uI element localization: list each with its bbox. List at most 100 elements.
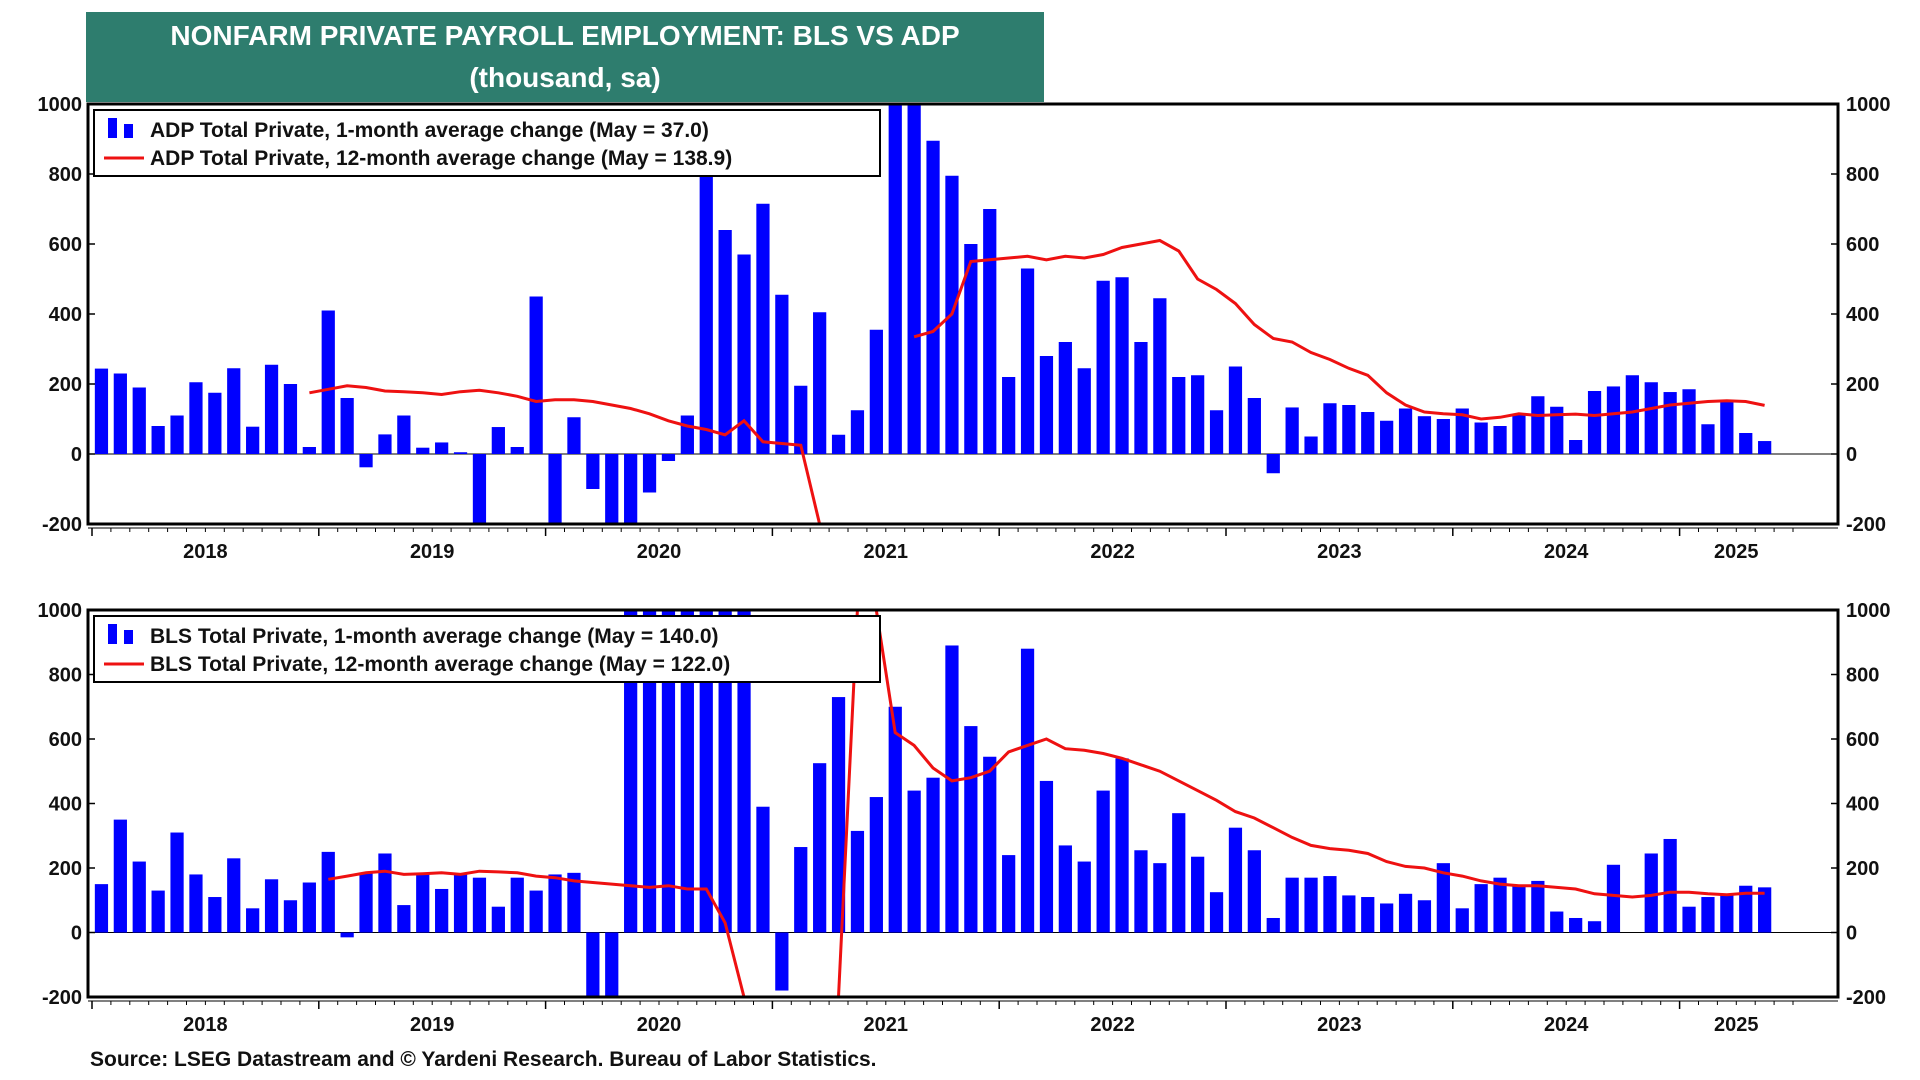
- bar: [1436, 863, 1450, 933]
- bar: [1134, 342, 1148, 454]
- bar: [869, 329, 883, 454]
- bar: [1531, 880, 1545, 933]
- x-tick-label: 2022: [1090, 1014, 1135, 1036]
- bar: [1512, 885, 1526, 933]
- x-tick-label: 2019: [410, 1014, 455, 1036]
- bar: [1209, 892, 1224, 933]
- bar: [302, 882, 316, 933]
- bar: [1172, 377, 1186, 454]
- bar: [1115, 277, 1129, 454]
- bar: [340, 398, 354, 454]
- bar: [510, 877, 524, 933]
- bar: [1077, 368, 1091, 454]
- bar: [264, 364, 279, 454]
- bar: [699, 163, 713, 454]
- bar: [113, 819, 127, 933]
- bar: [1398, 408, 1413, 454]
- x-tick-label: 2025: [1714, 1014, 1759, 1036]
- bar: [1304, 877, 1318, 933]
- bar: [435, 888, 449, 933]
- y-tick-label-right: 200: [1846, 374, 1879, 396]
- bar: [1493, 877, 1507, 933]
- bar: [907, 790, 921, 933]
- bar: [1153, 863, 1167, 933]
- bar: [756, 806, 770, 933]
- bar: [1228, 827, 1243, 933]
- x-tick-label: 2019: [410, 541, 455, 563]
- bar: [170, 415, 184, 454]
- bar: [1002, 377, 1016, 454]
- bar: [1228, 366, 1243, 454]
- bar: [964, 726, 978, 933]
- bar: [1020, 268, 1035, 454]
- bar: [983, 209, 997, 454]
- y-tick-label-left: 600: [49, 234, 82, 256]
- x-tick-label: 2024: [1544, 541, 1589, 563]
- bar: [1512, 413, 1526, 454]
- bar: [1625, 375, 1639, 454]
- bar: [1474, 884, 1488, 933]
- x-tick-label: 2023: [1317, 541, 1362, 563]
- bar: [1096, 790, 1110, 933]
- bar: [661, 454, 676, 461]
- x-tick-label: 2020: [637, 1014, 682, 1036]
- bar: [624, 610, 638, 933]
- adp-chart: -200 -200 0 0 200 200 400 400 600 600 800 800 1000 10…: [38, 94, 1891, 563]
- bar: [1663, 838, 1677, 933]
- bar: [605, 932, 619, 997]
- bar: [132, 387, 146, 454]
- bar: [1493, 426, 1507, 454]
- bar: [548, 454, 562, 524]
- bar: [1039, 356, 1054, 454]
- y-tick-label-right: 1000: [1846, 94, 1891, 116]
- bar: [1191, 375, 1205, 454]
- bar: [529, 296, 543, 454]
- bar: [359, 872, 373, 933]
- bar: [1134, 850, 1148, 933]
- bar: [926, 777, 940, 933]
- legend-bar-icon: [108, 118, 117, 138]
- legend-label-line: BLS Total Private, 12-month average chan…: [150, 653, 730, 676]
- bar: [945, 645, 959, 933]
- bar: [359, 454, 373, 468]
- bar: [378, 434, 392, 454]
- bar: [775, 932, 789, 991]
- bar: [907, 104, 921, 454]
- bar: [321, 310, 335, 454]
- bar: [813, 312, 827, 454]
- y-tick-label-right: 800: [1846, 665, 1879, 687]
- x-tick-label: 2025: [1714, 541, 1759, 563]
- bar: [1191, 856, 1205, 933]
- bar: [246, 426, 260, 454]
- line-series: [328, 610, 1765, 997]
- x-tick-label: 2021: [864, 541, 909, 563]
- bar: [1455, 408, 1469, 454]
- x-tick-label: 2023: [1317, 1014, 1362, 1036]
- bar: [1720, 399, 1734, 454]
- bar: [472, 454, 487, 524]
- y-tick-label-left: -200: [42, 514, 82, 536]
- bar: [1644, 382, 1658, 454]
- bar: [472, 877, 487, 933]
- bar: [132, 861, 146, 933]
- bar: [1002, 855, 1016, 933]
- bar: [1342, 405, 1356, 454]
- line-series: [309, 238, 1765, 524]
- y-tick-label-right: 400: [1846, 304, 1879, 326]
- bar: [1398, 893, 1413, 933]
- bar: [586, 932, 600, 997]
- bar: [850, 410, 865, 454]
- bar: [1323, 876, 1337, 933]
- bar: [624, 454, 638, 524]
- bar: [529, 890, 543, 933]
- bar: [246, 908, 260, 933]
- bar: [227, 858, 241, 933]
- bar: [1701, 897, 1715, 933]
- y-tick-label-left: 800: [49, 164, 82, 186]
- bar: [1361, 897, 1375, 933]
- bar: [1758, 887, 1772, 933]
- bar-series: [94, 104, 1772, 524]
- chart-subtitle: (thousand, sa): [469, 62, 661, 93]
- bar: [1569, 917, 1583, 933]
- chart-title: NONFARM PRIVATE PAYROLL EMPLOYMENT: BLS …: [170, 20, 960, 51]
